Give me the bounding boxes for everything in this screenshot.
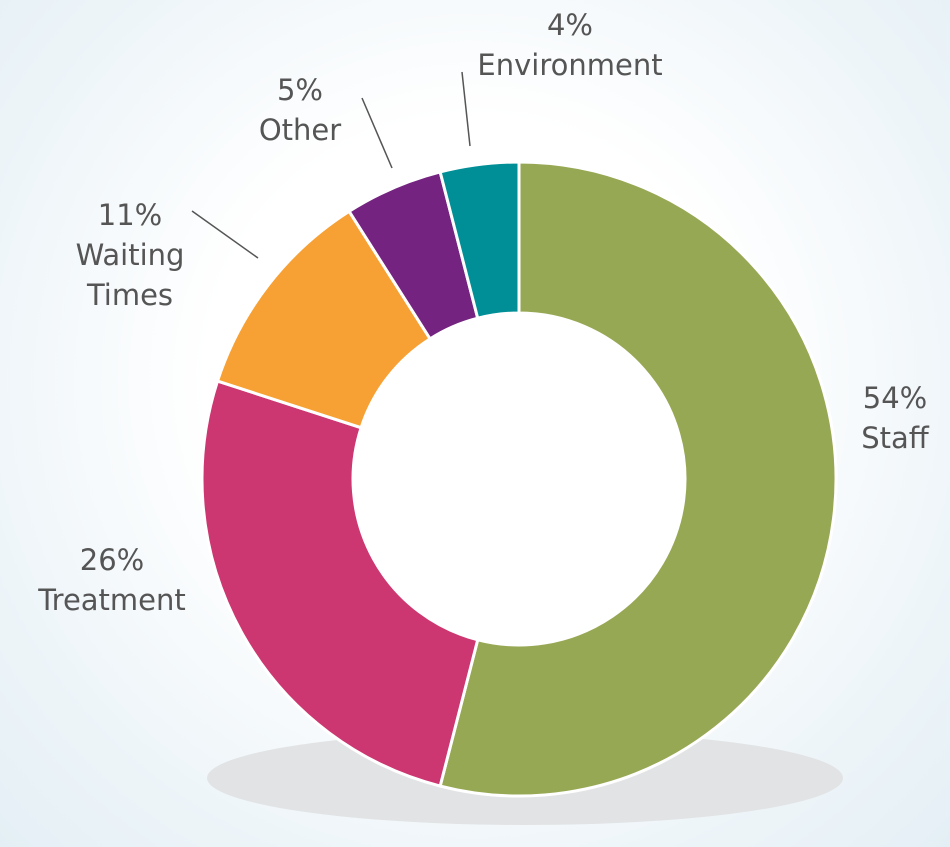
value-label: 54% [862, 381, 928, 415]
value-label: 4% [546, 8, 593, 42]
leader-line [361, 97, 393, 169]
slice-label: 26% Treatment [12, 540, 212, 620]
category-label: Environment [477, 48, 663, 82]
category-label: Treatment [38, 583, 186, 617]
value-label: 11% [97, 198, 163, 232]
slice-label: 54% Staff [820, 378, 950, 458]
slice [200, 379, 480, 788]
slice-label: 4% Environment [455, 5, 685, 85]
slice-label: 5% Other [240, 70, 360, 150]
value-label: 5% [276, 73, 323, 107]
slice-label: 11% Waiting Times [60, 195, 200, 315]
value-label: 26% [79, 543, 145, 577]
slices [200, 160, 838, 798]
slice [438, 160, 838, 798]
leader-line [191, 210, 259, 259]
slice [438, 160, 521, 321]
category-label: Other [258, 113, 342, 147]
category-label: Waiting Times [75, 238, 185, 312]
category-label: Staff [861, 421, 929, 455]
leader-line [461, 71, 471, 147]
